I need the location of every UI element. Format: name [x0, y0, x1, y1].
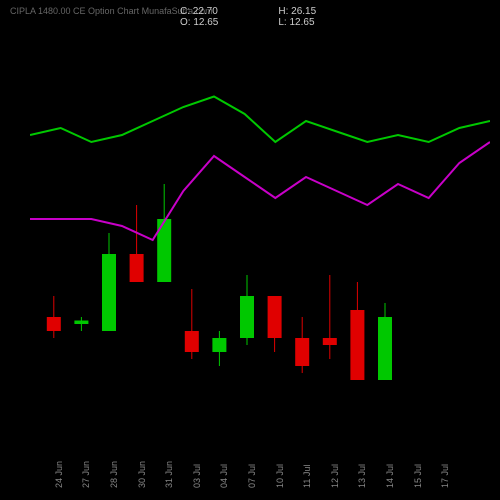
- x-tick-label: 14 Jul: [385, 464, 395, 488]
- x-tick-label: 12 Jul: [330, 464, 340, 488]
- ohlc-readout: C: 22.70 O: 12.65 H: 26.15 L: 12.65: [180, 6, 316, 28]
- close-label: C:: [180, 6, 190, 17]
- chart-area: [30, 30, 490, 450]
- x-tick-label: 04 Jul: [219, 464, 229, 488]
- close-value: 22.70: [193, 6, 218, 17]
- x-tick-label: 13 Jul: [357, 464, 367, 488]
- x-tick-label: 07 Jul: [247, 464, 257, 488]
- x-tick-label: 15 Jul: [413, 464, 423, 488]
- x-tick-label: 11 Jul: [302, 465, 312, 488]
- low-label: L:: [278, 17, 286, 28]
- x-axis-labels: 24 Jun 27 Jun 28 Jun 30 Jun 31 Jun 03 Jul 04 J…: [30, 450, 490, 495]
- high-value: 26.15: [291, 6, 316, 17]
- open-label: O:: [180, 17, 191, 28]
- low-value: 12.65: [290, 17, 315, 28]
- x-tick-label: 28 Jun: [109, 461, 119, 488]
- high-label: H:: [278, 6, 288, 17]
- x-tick-label: 03 Jul: [192, 464, 202, 488]
- x-tick-label: 30 Jun: [137, 461, 147, 488]
- x-tick-label: 10 Jul: [275, 464, 285, 488]
- x-tick-label: 27 Jun: [81, 461, 91, 488]
- open-value: 12.65: [193, 17, 218, 28]
- candlestick-chart: [30, 30, 490, 450]
- x-tick-label: 24 Jun: [54, 461, 64, 488]
- x-tick-label: 31 Jun: [164, 461, 174, 488]
- x-tick-label: 17 Jul: [440, 464, 450, 488]
